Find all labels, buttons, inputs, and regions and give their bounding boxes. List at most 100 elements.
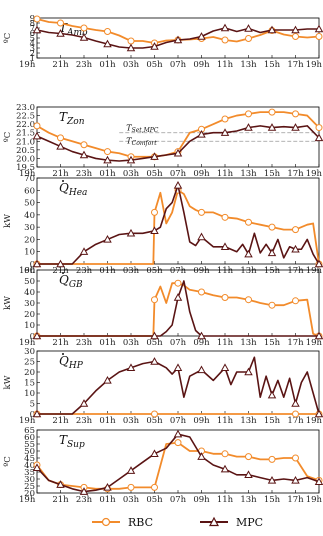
mpc-point: [267, 390, 277, 399]
mpc-point: [173, 293, 183, 301]
y-tick-label: 40: [24, 288, 35, 298]
mpc-point: [103, 375, 112, 384]
rbc-point: [198, 208, 205, 216]
series-line-rbc: [37, 189, 320, 265]
rbc-point: [151, 410, 158, 418]
x-tick-label: 15h: [264, 60, 281, 70]
y-axis-label: ºC: [3, 132, 13, 143]
rbc-point: [221, 294, 229, 301]
rbc-point: [292, 110, 299, 118]
mpc-point: [267, 475, 277, 484]
mpc-point: [32, 259, 42, 268]
x-tick-label: 11h: [217, 60, 234, 70]
x-tick-label: 17h: [287, 416, 304, 426]
series-line-rbc: [37, 282, 320, 337]
x-tick-label: 17h: [287, 169, 304, 179]
mpc-point: [56, 29, 65, 37]
rbc-point: [268, 108, 276, 116]
y-tick-label: 40: [24, 211, 35, 221]
legend-marker-triangle: [209, 516, 219, 527]
y-tick-label: 40: [24, 461, 35, 471]
y-tick-label: 65: [24, 426, 35, 436]
mpc-point: [79, 33, 89, 41]
mpc-point: [103, 39, 112, 48]
y-tick-label: 55: [24, 440, 35, 450]
mpc-point: [126, 228, 136, 237]
rbc-point: [33, 122, 41, 130]
x-tick-label: 05h: [146, 495, 163, 505]
mpc-point: [220, 23, 230, 32]
rbc-point: [292, 454, 299, 462]
y-tick-label: 25: [24, 482, 35, 492]
y-tick-label: 10: [24, 389, 35, 399]
mpc-point: [32, 463, 42, 472]
x-tick-label: 21h: [52, 416, 69, 426]
rbc-point: [151, 208, 158, 216]
mpc-point: [56, 480, 65, 488]
x-tick-label: 15h: [264, 169, 281, 179]
x-tick-label: 05h: [146, 416, 163, 426]
y-tick-label: 60: [24, 186, 35, 196]
mpc-point: [173, 429, 183, 438]
x-tick-label: 19h: [19, 60, 36, 70]
derivative-dot: [62, 272, 64, 274]
x-tick-label: 15h: [264, 338, 281, 348]
x-tick-label: 01h: [99, 169, 116, 179]
mpc-point: [173, 148, 183, 157]
y-tick-label: 6: [30, 29, 35, 39]
y-tick-label: 0: [30, 260, 35, 270]
x-tick-label: 01h: [99, 338, 116, 348]
mpc-point: [291, 475, 300, 484]
rbc-point: [245, 453, 252, 461]
x-tick-label: 19h: [306, 416, 323, 426]
rbc-point: [174, 279, 182, 287]
x-tick-label: 05h: [146, 266, 163, 276]
mpc-point: [197, 129, 206, 138]
x-tick-label: 03h: [123, 495, 140, 505]
mpc-point: [173, 180, 183, 189]
mpc-point: [197, 365, 206, 374]
mpc-point: [79, 399, 89, 407]
rbc-point: [268, 301, 276, 309]
legend-label-rbc: RBC: [128, 516, 153, 529]
x-tick-label: 21h: [52, 169, 69, 179]
y-tick-label: 50: [24, 277, 35, 287]
rbc-point: [221, 36, 229, 44]
mpc-point: [103, 482, 112, 491]
plot-frame: [36, 106, 320, 168]
x-tick-label: 03h: [123, 266, 140, 276]
x-tick-label: 03h: [123, 416, 140, 426]
y-tick-label: 70: [24, 174, 35, 184]
rbc-point: [221, 213, 229, 221]
mpc-point: [220, 242, 230, 251]
y-tick-label: 8: [30, 19, 35, 29]
rbc-point: [104, 28, 111, 35]
mpc-point: [126, 363, 136, 372]
y-tick-label: 10: [24, 321, 35, 331]
x-tick-label: 13h: [240, 60, 257, 70]
x-tick-label: 23h: [76, 416, 93, 426]
x-tick-label: 15h: [264, 416, 281, 426]
mpc-point: [244, 24, 253, 32]
x-tick-label: 09h: [193, 266, 210, 276]
rbc-point: [57, 19, 64, 27]
mpc-point: [173, 35, 183, 44]
x-tick-label: 01h: [99, 416, 116, 426]
x-tick-label: 17h: [287, 60, 304, 70]
x-tick-label: 07h: [170, 416, 187, 426]
derivative-dot: [62, 180, 64, 182]
x-tick-label: 07h: [170, 495, 187, 505]
mpc-point: [220, 128, 230, 136]
y-tick-label: 20: [24, 310, 35, 320]
x-tick-label: 19h: [306, 338, 323, 348]
mpc-point: [244, 470, 253, 479]
x-tick-label: 19h: [19, 266, 36, 276]
panel-title: QHP: [59, 354, 84, 371]
rbc-point: [245, 218, 252, 226]
mpc-point: [32, 409, 42, 418]
panel-title: TSup: [59, 433, 85, 450]
x-tick-label: 21h: [52, 266, 69, 276]
panel-2: 19.520.020.521.021.522.022.523.0 19h 21h 23…: [3, 103, 323, 179]
